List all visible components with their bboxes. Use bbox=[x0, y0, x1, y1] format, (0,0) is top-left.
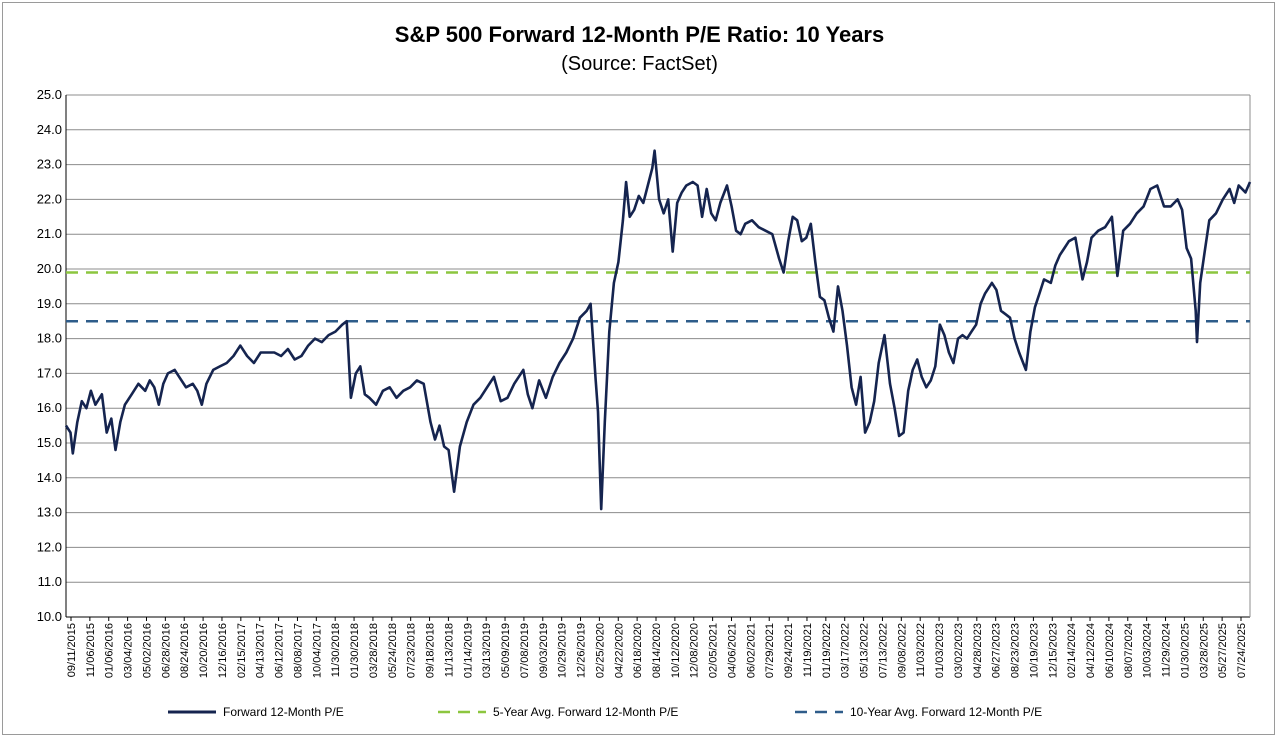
x-tick-label: 03/04/2016 bbox=[123, 623, 135, 678]
x-tick-label: 05/24/2018 bbox=[387, 623, 399, 678]
x-tick-label: 06/27/2023 bbox=[991, 623, 1003, 678]
x-tick-label: 06/18/2020 bbox=[632, 623, 644, 678]
x-tick-label: 10/04/2017 bbox=[311, 623, 323, 678]
x-tick-label: 01/30/2025 bbox=[1179, 623, 1191, 678]
x-tick-label: 04/22/2020 bbox=[613, 623, 625, 678]
x-tick-label: 10/20/2016 bbox=[198, 623, 210, 678]
x-tick-label: 12/08/2020 bbox=[689, 623, 701, 678]
x-tick-label: 10/19/2023 bbox=[1028, 623, 1040, 678]
legend-label: 5-Year Avg. Forward 12-Month P/E bbox=[493, 705, 678, 719]
y-tick-label: 23.0 bbox=[37, 157, 62, 172]
x-tick-label: 08/24/2016 bbox=[179, 623, 191, 678]
x-tick-label: 12/26/2019 bbox=[576, 623, 588, 678]
x-tick-label: 11/19/2021 bbox=[802, 623, 814, 677]
y-tick-label: 12.0 bbox=[37, 539, 62, 554]
x-tick-label: 04/06/2021 bbox=[726, 623, 738, 678]
x-tick-label: 07/13/2022 bbox=[877, 623, 889, 678]
y-tick-label: 11.0 bbox=[38, 574, 62, 589]
x-tick-label: 08/14/2020 bbox=[651, 623, 663, 678]
x-tick-label: 01/14/2019 bbox=[462, 623, 474, 678]
y-tick-label: 21.0 bbox=[37, 226, 62, 241]
x-tick-label: 03/02/2023 bbox=[953, 623, 965, 678]
legend-label: 10-Year Avg. Forward 12-Month P/E bbox=[850, 705, 1042, 719]
x-tick-label: 10/12/2020 bbox=[670, 623, 682, 678]
x-tick-label: 07/29/2021 bbox=[764, 623, 776, 678]
series-group bbox=[64, 149, 1252, 511]
x-tick-label: 01/30/2018 bbox=[349, 623, 361, 678]
y-axis: 10.0 11.0 12.0 13.0 14.0 15.0 16.0 17.0 18.0 19.0… bbox=[37, 87, 67, 624]
y-tick-label: 17.0 bbox=[37, 365, 62, 380]
x-tick-label: 09/24/2021 bbox=[783, 623, 795, 678]
x-tick-label: 11/13/2018 bbox=[443, 623, 455, 677]
x-tick-label: 08/08/2017 bbox=[292, 623, 304, 678]
x-tick-label: 09/08/2022 bbox=[896, 623, 908, 678]
x-tick-label: 05/27/2025 bbox=[1217, 623, 1229, 678]
x-tick-label: 03/28/2025 bbox=[1198, 623, 1210, 678]
x-axis: 09/11/2015 11/06/2015 01/06/2016 03/04/2016… bbox=[66, 617, 1248, 678]
x-tick-label: 07/24/2025 bbox=[1236, 623, 1248, 678]
x-tick-label: 02/15/2017 bbox=[236, 623, 248, 678]
x-tick-label: 12/15/2023 bbox=[1047, 623, 1059, 678]
x-tick-label: 06/10/2024 bbox=[1104, 623, 1116, 678]
x-tick-label: 07/08/2019 bbox=[519, 623, 531, 678]
x-tick-label: 10/03/2024 bbox=[1142, 623, 1154, 678]
forward-pe-line bbox=[64, 149, 1252, 511]
x-tick-label: 05/13/2022 bbox=[859, 623, 871, 678]
x-tick-label: 07/23/2018 bbox=[406, 623, 418, 678]
y-tick-label: 10.0 bbox=[37, 609, 62, 624]
x-tick-label: 11/03/2022 bbox=[915, 623, 927, 677]
x-tick-label: 05/02/2016 bbox=[141, 623, 153, 678]
y-tick-label: 15.0 bbox=[37, 435, 62, 450]
x-tick-label: 03/13/2019 bbox=[481, 623, 493, 678]
x-tick-label: 09/03/2019 bbox=[538, 623, 550, 678]
x-tick-label: 02/05/2021 bbox=[708, 623, 720, 678]
x-tick-label: 01/19/2022 bbox=[821, 623, 833, 678]
y-tick-label: 19.0 bbox=[37, 296, 62, 311]
legend: Forward 12-Month P/E 5-Year Avg. Forward … bbox=[168, 705, 1042, 719]
x-tick-label: 12/16/2016 bbox=[217, 623, 229, 678]
x-tick-label: 06/12/2017 bbox=[274, 623, 286, 678]
y-tick-label: 24.0 bbox=[37, 122, 62, 137]
x-tick-label: 01/06/2016 bbox=[104, 623, 116, 678]
y-tick-label: 22.0 bbox=[37, 191, 62, 206]
x-tick-label: 04/12/2024 bbox=[1085, 623, 1097, 678]
y-tick-label: 20.0 bbox=[37, 261, 62, 276]
y-tick-label: 13.0 bbox=[37, 505, 62, 520]
x-tick-label: 06/28/2016 bbox=[160, 623, 172, 678]
x-tick-label: 11/30/2018 bbox=[330, 623, 342, 677]
x-tick-label: 02/14/2024 bbox=[1066, 623, 1078, 678]
x-tick-label: 11/29/2024 bbox=[1161, 623, 1173, 677]
average-lines bbox=[66, 271, 1250, 323]
x-tick-label: 09/11/2015 bbox=[66, 623, 78, 677]
grid-lines bbox=[66, 94, 1251, 618]
x-tick-label: 03/17/2022 bbox=[840, 623, 852, 678]
x-tick-label: 11/06/2015 bbox=[85, 623, 97, 677]
x-tick-label: 04/28/2023 bbox=[972, 623, 984, 678]
x-tick-label: 10/29/2019 bbox=[557, 623, 569, 678]
chart-subtitle: (Source: FactSet) bbox=[561, 53, 718, 75]
x-tick-label: 08/07/2024 bbox=[1123, 623, 1135, 678]
chart-title: S&P 500 Forward 12-Month P/E Ratio: 10 Y… bbox=[394, 22, 885, 47]
x-tick-label: 04/13/2017 bbox=[255, 623, 267, 678]
x-tick-label: 01/03/2023 bbox=[934, 623, 946, 678]
x-tick-label: 03/28/2018 bbox=[368, 623, 380, 678]
y-tick-label: 25.0 bbox=[37, 87, 62, 102]
legend-label: Forward 12-Month P/E bbox=[223, 705, 344, 719]
y-tick-label: 14.0 bbox=[37, 470, 62, 485]
x-tick-label: 02/25/2020 bbox=[594, 623, 606, 678]
x-tick-label: 06/02/2021 bbox=[745, 623, 757, 678]
y-tick-label: 18.0 bbox=[37, 331, 62, 346]
x-tick-label: 09/18/2018 bbox=[425, 623, 437, 678]
x-tick-label: 08/23/2023 bbox=[1010, 623, 1022, 678]
y-tick-label: 16.0 bbox=[37, 400, 62, 415]
x-tick-label: 05/09/2019 bbox=[500, 623, 512, 678]
